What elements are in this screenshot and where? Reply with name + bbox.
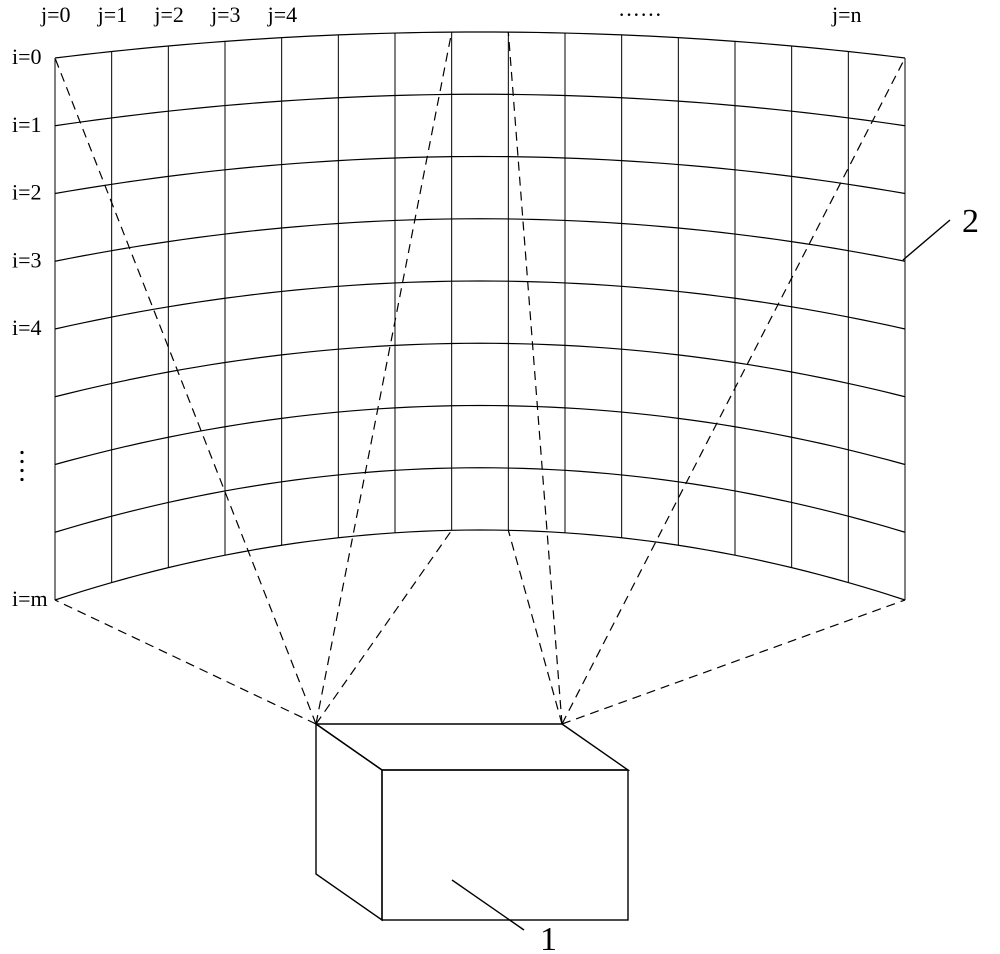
grid-row-line (55, 468, 905, 533)
projection-ray (55, 58, 316, 724)
projection-ray (562, 600, 905, 724)
grid-row-line (55, 530, 905, 600)
grid-row-line (55, 157, 905, 194)
callout-leader-1 (452, 880, 524, 930)
projection-ray (316, 530, 452, 724)
row-label: i=1 (12, 112, 42, 137)
projection-ray (316, 32, 452, 724)
projection-ray (55, 600, 316, 724)
projection-ray (562, 58, 905, 724)
col-label-last: j=n (831, 2, 862, 27)
grid-row-line (55, 94, 905, 126)
col-label: j=4 (267, 2, 298, 27)
col-label: j=2 (153, 2, 184, 27)
projection-ray (508, 32, 562, 724)
col-label: j=0 (40, 2, 71, 27)
projector-top-face (316, 724, 628, 770)
callout-number-2: 2 (962, 203, 979, 240)
grid-row-line (55, 343, 905, 397)
col-label-ellipsis: ······ (618, 2, 662, 27)
col-label: j=3 (210, 2, 241, 27)
grid-row-line (55, 219, 905, 262)
row-label: i=3 (12, 247, 42, 272)
row-label-ellipsis (20, 451, 23, 481)
grid-row-line (55, 406, 905, 465)
col-label: j=1 (97, 2, 128, 27)
projector-left-face (316, 724, 382, 920)
grid-row-line (55, 32, 905, 58)
row-label: i=4 (12, 315, 42, 340)
row-label: i=0 (12, 44, 42, 69)
callout-leader-2 (903, 220, 950, 260)
projector-front-face (382, 770, 628, 920)
row-label-last: i=m (12, 586, 48, 611)
callout-number-1: 1 (540, 921, 557, 954)
row-label: i=2 (12, 180, 42, 205)
